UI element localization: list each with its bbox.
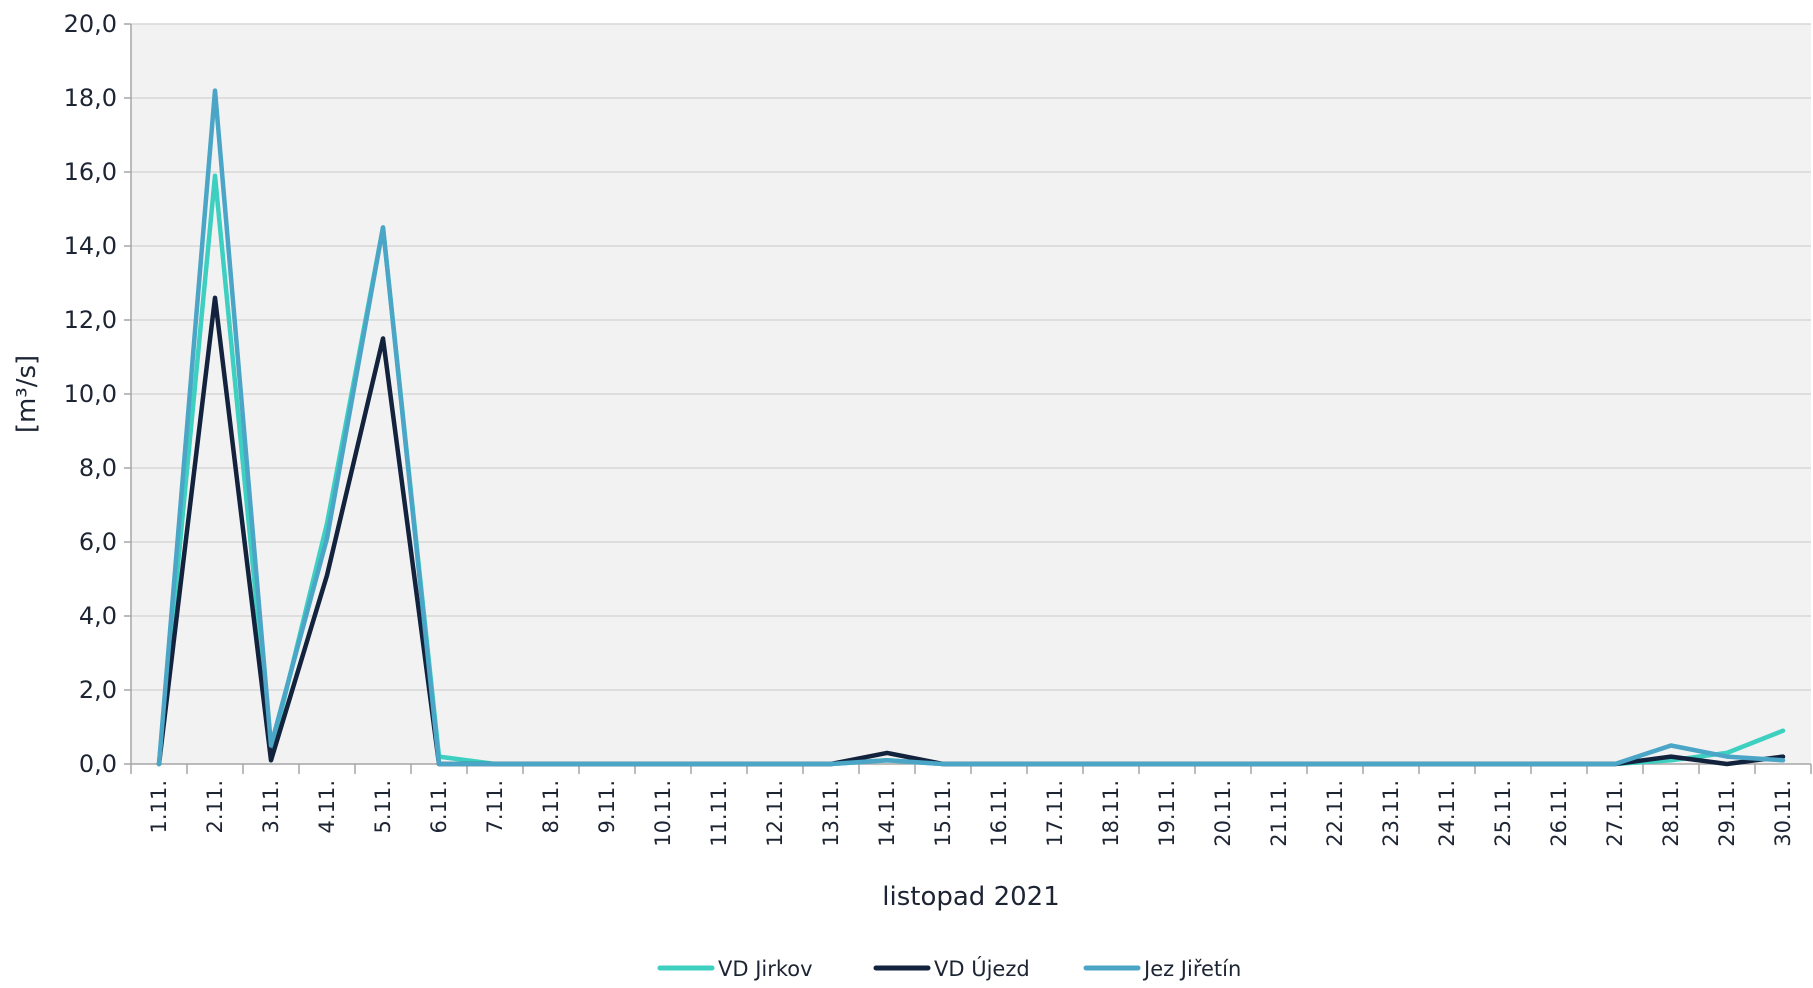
- x-tick-label-20: 21.11.: [1267, 780, 1291, 847]
- x-tick-label-17: 18.11.: [1099, 780, 1123, 847]
- y-tick-label-7: 14,0: [64, 232, 117, 260]
- x-tick-label-6: 7.11.: [483, 780, 507, 833]
- x-tick-label-22: 23.11.: [1379, 780, 1403, 847]
- x-tick-label-12: 13.11.: [819, 780, 843, 847]
- y-tick-labels: 0,0 2,0 4,0 6,0 8,0 10,0 12,0 14,0 16,0 18,0 20,0: [64, 10, 117, 778]
- x-tick-label-13: 14.11.: [875, 780, 899, 847]
- x-tick-label-8: 9.11.: [595, 780, 619, 833]
- x-tick-label-28: 29.11.: [1715, 780, 1739, 847]
- x-tick-label-25: 26.11.: [1547, 780, 1571, 847]
- series-lines: [156, 88, 1786, 767]
- x-tick-label-16: 17.11.: [1043, 780, 1067, 847]
- x-tick-label-4: 5.11.: [371, 780, 395, 833]
- x-tick-labels: 1.11. 2.11. 3.11. 4.11. 5.11. 6.11. 7.11. 8.11.…: [147, 780, 1795, 847]
- y-tick-label-6: 12,0: [64, 306, 117, 334]
- x-tick-label-19: 20.11.: [1211, 780, 1235, 847]
- y-axis-title: [m³/s]: [12, 355, 42, 433]
- x-tick-label-26: 27.11.: [1603, 780, 1627, 847]
- x-tick-label-5: 6.11.: [427, 780, 451, 833]
- x-tick-label-27: 28.11.: [1659, 780, 1683, 847]
- y-tick-label-2: 4,0: [79, 602, 117, 630]
- x-tick-label-14: 15.11.: [931, 780, 955, 847]
- legend: VD Jirkov VD Újezd Jez Jiřetín: [657, 956, 1241, 981]
- x-tick-label-24: 25.11.: [1491, 780, 1515, 847]
- y-tick-label-4: 8,0: [79, 454, 117, 482]
- y-tick-label-0: 0,0: [79, 750, 117, 778]
- x-tick-label-18: 19.11.: [1155, 780, 1179, 847]
- x-tick-label-3: 4.11.: [315, 780, 339, 833]
- x-tick-label-9: 10.11.: [651, 780, 675, 847]
- x-tick-label-21: 22.11.: [1323, 780, 1347, 847]
- legend-label-0: VD Jirkov: [718, 957, 813, 981]
- y-tick-label-8: 16,0: [64, 158, 117, 186]
- y-tick-label-9: 18,0: [64, 84, 117, 112]
- x-tick-label-15: 16.11.: [987, 780, 1011, 847]
- x-tick-label-7: 8.11.: [539, 780, 563, 833]
- x-tick-label-2: 3.11.: [259, 780, 283, 833]
- legend-label-1: VD Újezd: [934, 956, 1030, 981]
- y-tick-label-1: 2,0: [79, 676, 117, 704]
- legend-label-2: Jez Jiřetín: [1142, 957, 1241, 981]
- x-tick-label-10: 11.11.: [707, 780, 731, 847]
- x-tick-label-1: 2.11.: [203, 780, 227, 833]
- series-line-2: [156, 88, 1786, 767]
- y-tick-label-10: 20,0: [64, 10, 117, 38]
- x-tick-label-0: 1.11.: [147, 780, 171, 833]
- x-axis-title: listopad 2021: [882, 882, 1059, 912]
- x-tick-label-11: 12.11.: [763, 780, 787, 847]
- y-tick-label-3: 6,0: [79, 528, 117, 556]
- x-tick-label-29: 30.11.: [1771, 780, 1795, 847]
- x-tick-label-23: 24.11.: [1435, 780, 1459, 847]
- y-tick-label-5: 10,0: [64, 380, 117, 408]
